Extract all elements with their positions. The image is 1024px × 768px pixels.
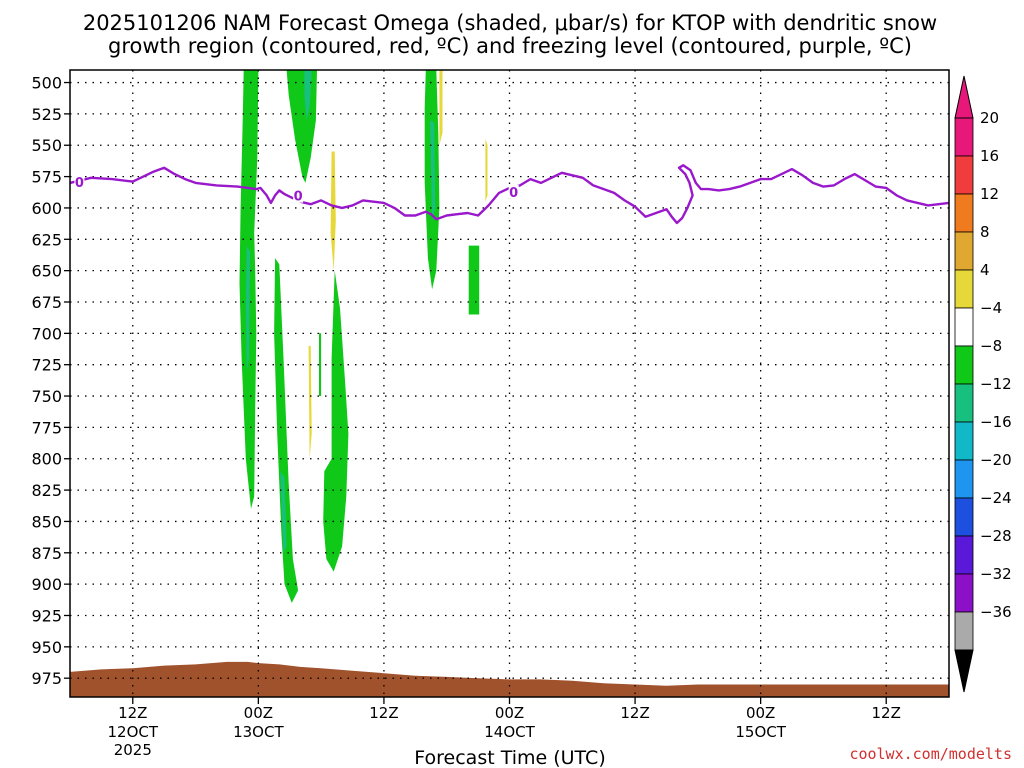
x-tick-date: 15OCT: [735, 723, 786, 741]
x-tick-label: 12Z: [872, 704, 901, 722]
colorbar-label: −12: [980, 375, 1012, 393]
colorbar-segment: [954, 573, 974, 613]
colorbar-label: 8: [980, 223, 990, 241]
omega-region-13: [485, 139, 488, 202]
colorbar-segment: [954, 535, 974, 575]
omega-region-5: [280, 471, 287, 553]
x-tick-year: 2025: [114, 741, 152, 759]
y-tick-label: 575: [31, 168, 62, 187]
colorbar-label: −4: [980, 299, 1002, 317]
x-tick-label: 00Z: [495, 704, 524, 722]
colorbar-label: −20: [980, 451, 1012, 469]
y-tick-label: 725: [31, 356, 62, 375]
colorbar-label: −16: [980, 413, 1012, 431]
x-tick-label: 12Z: [369, 704, 398, 722]
colorbar-segment: [954, 459, 974, 499]
freezing-level-label: 0: [509, 186, 518, 201]
colorbar-label: 4: [980, 261, 990, 279]
freezing-label-bg: [293, 188, 304, 203]
colorbar-label: −36: [980, 603, 1012, 621]
freezing-label-bg: [74, 174, 85, 189]
x-tick-label: 00Z: [244, 704, 273, 722]
y-tick-label: 650: [31, 262, 62, 281]
y-tick-label: 550: [31, 136, 62, 155]
credit-text: coolwx.com/modelts: [849, 745, 1012, 763]
colorbar-label: −32: [980, 565, 1012, 583]
colorbar-segment: [954, 117, 974, 157]
y-tick-label: 900: [31, 575, 62, 594]
x-tick-date: 12OCT: [108, 723, 159, 741]
y-tick-label: 925: [31, 606, 62, 625]
colorbar-label: −24: [980, 489, 1012, 507]
colorbar-segment: [954, 155, 974, 195]
omega-region-7: [319, 333, 322, 396]
x-tick-label: 12Z: [620, 704, 649, 722]
colorbar-segment: [954, 231, 974, 271]
chart-title-line-1: 2025101206 NAM Forecast Omega (shaded, μ…: [83, 11, 937, 35]
terrain-area: [70, 661, 949, 697]
y-tick-label: 850: [31, 512, 62, 531]
y-tick-label: 800: [31, 450, 62, 469]
plot-area: 0 0 0 500 525 550 575 600 625 650 675 700 725 750 775 8…: [31, 69, 950, 759]
x-tick-label: 00Z: [746, 704, 775, 722]
colorbar-label: −8: [980, 337, 1002, 355]
y-tick-label: 875: [31, 544, 62, 563]
omega-region-10: [468, 245, 480, 315]
y-tick-label: 675: [31, 293, 62, 312]
omega-region-11: [330, 151, 336, 271]
x-tick-label: 12Z: [118, 704, 147, 722]
y-tick-label: 750: [31, 387, 62, 406]
x-tick-date: 14OCT: [484, 723, 535, 741]
x-tick-date: 13OCT: [233, 723, 284, 741]
freezing-level-label: 0: [75, 176, 84, 191]
colorbar-segment: [954, 345, 974, 385]
freezing-level-line: [70, 164, 949, 225]
omega-region-1: [245, 245, 250, 371]
colorbar-bottom-arrow: [954, 649, 974, 693]
plot-clip-group: 0 0 0: [70, 70, 949, 697]
y-tick-label: 700: [31, 324, 62, 343]
colorbar-segment: [954, 421, 974, 461]
y-tick-label: 500: [31, 74, 62, 93]
freezing-label-bg: [508, 184, 519, 199]
colorbar-segment: [954, 193, 974, 233]
omega-region-4: [274, 258, 299, 603]
freezing-level-label: 0: [294, 190, 303, 205]
colorbar-label: 20: [980, 109, 999, 127]
omega-region-2: [286, 70, 317, 183]
y-tick-label: 825: [31, 481, 62, 500]
colorbar-label: −28: [980, 527, 1012, 545]
y-tick-label: 600: [31, 199, 62, 218]
colorbar-label: 12: [980, 185, 999, 203]
omega-region-14: [308, 345, 312, 459]
omega-region-12: [439, 70, 443, 146]
chart-title-line-2: growth region (contoured, red, ºC) and f…: [108, 34, 912, 58]
y-tick-label: 775: [31, 418, 62, 437]
y-tick-label: 975: [31, 669, 62, 688]
colorbar: 20 16 12 8 4 −4 −8 −12 −16 −20 −24 −28 −32 −36: [954, 75, 1012, 693]
y-tick-label: 625: [31, 230, 62, 249]
y-tick-label: 525: [31, 105, 62, 124]
omega-region-6: [323, 270, 349, 572]
colorbar-top-arrow: [954, 75, 974, 119]
colorbar-segment: [954, 269, 974, 309]
colorbar-segment: [954, 307, 974, 347]
colorbar-segment: [954, 383, 974, 423]
colorbar-segment: [954, 497, 974, 537]
x-axis-label: Forecast Time (UTC): [414, 747, 605, 768]
colorbar-segment: [954, 611, 974, 651]
colorbar-label: 16: [980, 147, 999, 165]
omega-region-3: [304, 70, 312, 121]
y-tick-label: 950: [31, 638, 62, 657]
